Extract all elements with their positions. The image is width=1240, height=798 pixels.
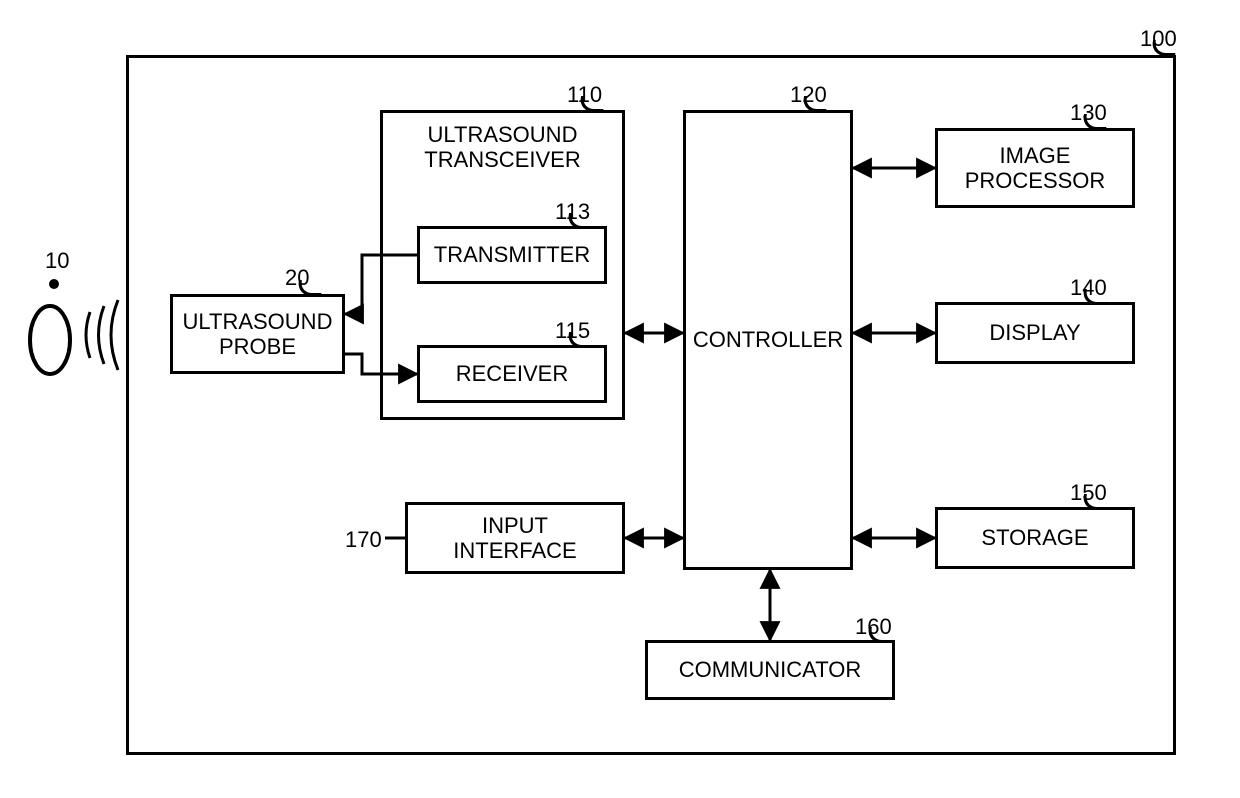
- ref-170-leader: [0, 0, 1240, 798]
